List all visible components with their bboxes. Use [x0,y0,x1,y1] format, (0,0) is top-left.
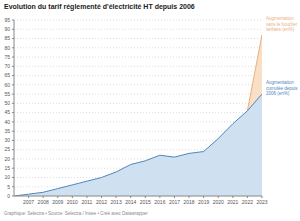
svg-text:30: 30 [8,137,10,143]
svg-text:2019: 2019 [198,199,209,205]
svg-text:75: 75 [8,54,10,60]
svg-text:90: 90 [8,26,10,32]
svg-text:2016: 2016 [154,199,165,205]
svg-text:2018: 2018 [183,199,194,205]
svg-text:2020: 2020 [213,199,224,205]
svg-text:40: 40 [8,119,10,125]
svg-text:80: 80 [8,45,10,51]
svg-text:2015: 2015 [140,199,151,205]
svg-text:95: 95 [8,17,10,23]
svg-text:2021: 2021 [227,199,238,205]
svg-text:20: 20 [8,156,10,162]
svg-text:2022: 2022 [242,199,253,205]
svg-text:10: 10 [8,174,10,180]
svg-text:85: 85 [8,35,10,41]
html-text:Evolution du tarif réglementé: Evolution du tarif réglementé d'électric… [4,3,195,10]
svg-text:50: 50 [8,100,10,106]
svg-text:2017: 2017 [169,199,180,205]
svg-text:2007: 2007 [23,199,34,205]
svg-text:35: 35 [8,128,10,134]
svg-text:0: 0 [8,193,10,199]
svg-text:2010: 2010 [67,199,78,205]
svg-text:25: 25 [8,146,10,152]
html-text:Augmentation sans le bouclier: Augmentation sans le bouclier tarifaire … [266,16,298,32]
svg-text:2013: 2013 [111,199,122,205]
svg-text:2012: 2012 [96,199,107,205]
svg-text:2023: 2023 [256,199,267,205]
svg-text:2014: 2014 [125,199,136,205]
svg-text:2011: 2011 [82,199,93,205]
svg-text:65: 65 [8,72,10,78]
svg-text:2009: 2009 [52,199,63,205]
svg-text:15: 15 [8,165,10,171]
html-text:Graphique: Selectra • Source:: Graphique: Selectra • Source: Selectra /… [4,211,148,216]
svg-text:2008: 2008 [38,199,49,205]
svg-text:45: 45 [8,109,10,115]
svg-text:60: 60 [8,82,10,88]
html-text:Augmentation cumulée depuis 20: Augmentation cumulée depuis 2006 (en%) [266,80,298,96]
svg-text:70: 70 [8,63,10,69]
svg-text:55: 55 [8,91,10,97]
svg-text:5: 5 [8,184,10,190]
